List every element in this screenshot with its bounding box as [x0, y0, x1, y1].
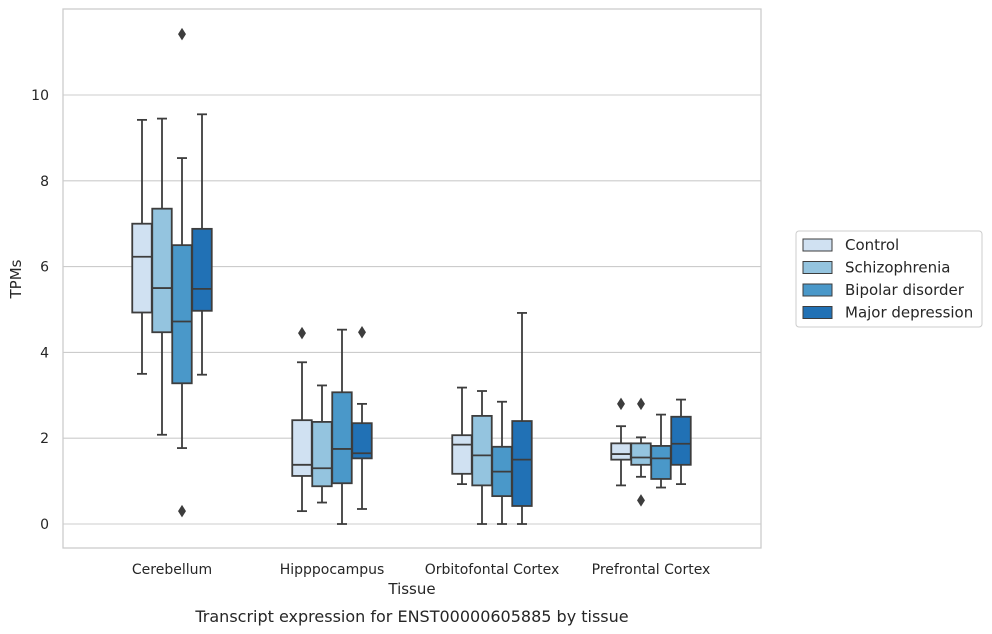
y-tick-label: 10: [31, 88, 49, 104]
legend-label: Bipolar disorder: [845, 281, 965, 299]
outlier-point: [637, 397, 645, 411]
outlier-point: [178, 504, 186, 518]
box: [610, 397, 632, 487]
outlier-point: [358, 325, 366, 339]
x-tick-label: Orbitofontal Cortex: [425, 562, 560, 578]
legend: Control Schizophrenia Bipolar disorder Majo…: [795, 230, 983, 328]
x-tick-label: Prefrontal Cortex: [592, 562, 711, 578]
y-tick-label: 8: [40, 174, 49, 190]
box-body: [650, 445, 672, 480]
box-body: [511, 420, 533, 507]
outlier-point: [617, 397, 625, 411]
box-body: [630, 442, 652, 466]
y-tick-label: 6: [40, 260, 49, 276]
legend-label: Schizophrenia: [845, 259, 950, 277]
box: [191, 113, 213, 376]
box: [511, 312, 533, 525]
y-axis-title: TPMs: [7, 259, 25, 299]
plot-frame: [62, 8, 762, 549]
y-tick-label: 4: [40, 345, 49, 361]
series-control: [131, 118, 632, 513]
box: [451, 386, 473, 486]
legend-swatch: [802, 261, 833, 274]
box: [351, 325, 373, 510]
box: [311, 384, 333, 504]
box: [331, 328, 353, 525]
box-body: [311, 420, 333, 488]
box-body: [331, 391, 353, 485]
outlier-point: [298, 326, 306, 340]
legend-swatch: [802, 238, 833, 252]
box-body: [451, 434, 473, 475]
x-tick-label: Cerebellum: [132, 562, 212, 578]
x-tick-labels: Cerebellum Hipppocampus Orbitofontal Corte…: [132, 562, 710, 578]
box-body: [291, 419, 313, 477]
box: [670, 398, 692, 486]
y-tick-label: 2: [40, 431, 49, 447]
legend-frame: [795, 230, 983, 328]
box: [650, 413, 672, 489]
legend-swatch: [802, 283, 833, 297]
box-body: [171, 244, 193, 385]
box: [471, 390, 493, 525]
x-axis-title: Tissue: [387, 580, 435, 598]
box: [171, 27, 193, 518]
x-tick-label: Hipppocampus: [280, 562, 385, 578]
box-body: [191, 227, 213, 312]
series-schizophrenia: [151, 117, 652, 525]
y-tick-labels: 0 2 4 6 8 10: [31, 88, 49, 533]
box-body: [471, 414, 493, 487]
box-body: [610, 442, 632, 461]
box-body: [670, 415, 692, 466]
box-plot-series: [131, 27, 692, 525]
box-body: [351, 422, 373, 460]
legend-label: Major depression: [845, 304, 973, 322]
box: [131, 118, 153, 375]
box: [291, 326, 313, 513]
box-body: [131, 222, 153, 314]
series-major-depression: [191, 113, 692, 525]
y-tick-label: 0: [40, 517, 49, 533]
chart-caption: Transcript expression for ENST0000060588…: [194, 607, 628, 626]
box: [151, 117, 173, 436]
series-bipolar-disorder: [171, 27, 672, 525]
box: [630, 397, 652, 507]
legend-swatch: [802, 306, 833, 319]
outlier-point: [178, 27, 186, 41]
legend-label: Control: [845, 236, 899, 254]
box-body: [151, 207, 173, 334]
box: [491, 400, 513, 525]
outlier-point: [637, 494, 645, 507]
